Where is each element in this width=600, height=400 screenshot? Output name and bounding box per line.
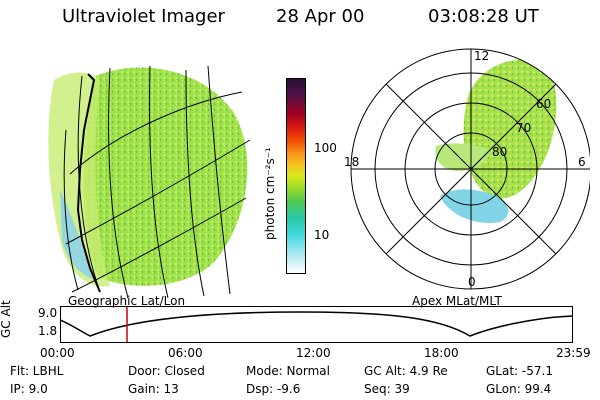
altitude-ylabel: GC Alt xyxy=(0,300,13,338)
colorbar xyxy=(286,78,306,274)
info-glon: GLon: 99.4 xyxy=(486,382,552,396)
polar-plot: 12 18 6 0 60 70 80 xyxy=(344,48,590,290)
info-seq: Seq: 39 xyxy=(364,382,410,396)
altitude-xtick-1800: 18:00 xyxy=(424,346,459,360)
info-glat: GLat: -57.1 xyxy=(486,364,553,378)
info-dsp: Dsp: -9.6 xyxy=(246,382,301,396)
geographic-image-panel xyxy=(48,65,251,299)
colorbar-tick-10: 10 xyxy=(314,228,330,242)
time-label: 03:08:28 UT xyxy=(428,6,539,27)
altitude-xtick-2359: 23:59 xyxy=(556,346,591,360)
polar-panel-caption: Apex MLat/MLT xyxy=(412,294,502,308)
instrument-title: Ultraviolet Imager xyxy=(62,6,225,27)
info-door: Door: Closed xyxy=(128,364,205,378)
left-panel-caption: Geographic Lat/Lon xyxy=(68,294,186,308)
altitude-plot xyxy=(60,306,573,343)
info-mode: Mode: Normal xyxy=(246,364,330,378)
lat-label-70: 70 xyxy=(516,121,531,135)
altitude-xtick-0000: 00:00 xyxy=(40,346,75,360)
mlt-label-left: 18 xyxy=(344,155,359,169)
date-label: 28 Apr 00 xyxy=(276,6,365,27)
mlt-label-right: 6 xyxy=(578,155,586,169)
coastline xyxy=(76,73,101,293)
info-gain: Gain: 13 xyxy=(128,382,179,396)
altitude-curve xyxy=(60,311,573,337)
polar-aurora xyxy=(435,59,557,223)
altitude-plot-frame xyxy=(60,306,573,343)
lat-label-60: 60 xyxy=(536,97,551,111)
grid-lines xyxy=(63,65,251,299)
lat-label-80: 80 xyxy=(492,145,507,159)
altitude-ytick-max: 9.0 xyxy=(38,306,58,320)
altitude-xtick-1200: 12:00 xyxy=(296,346,331,360)
colorbar-label: photon cm⁻²s⁻¹ xyxy=(263,147,277,240)
mlt-label-bottom: 0 xyxy=(468,275,476,289)
altitude-xtick-0600: 06:00 xyxy=(168,346,203,360)
altitude-ytick-min: 1.8 xyxy=(38,324,58,338)
info-ip: IP: 9.0 xyxy=(10,382,48,396)
mlt-label-top: 12 xyxy=(474,49,489,63)
info-flt: Flt: LBHL xyxy=(10,364,64,378)
polar-grid xyxy=(350,48,590,290)
colorbar-tick-100: 100 xyxy=(314,141,337,155)
info-gc-alt: GC Alt: 4.9 Re xyxy=(364,364,448,378)
